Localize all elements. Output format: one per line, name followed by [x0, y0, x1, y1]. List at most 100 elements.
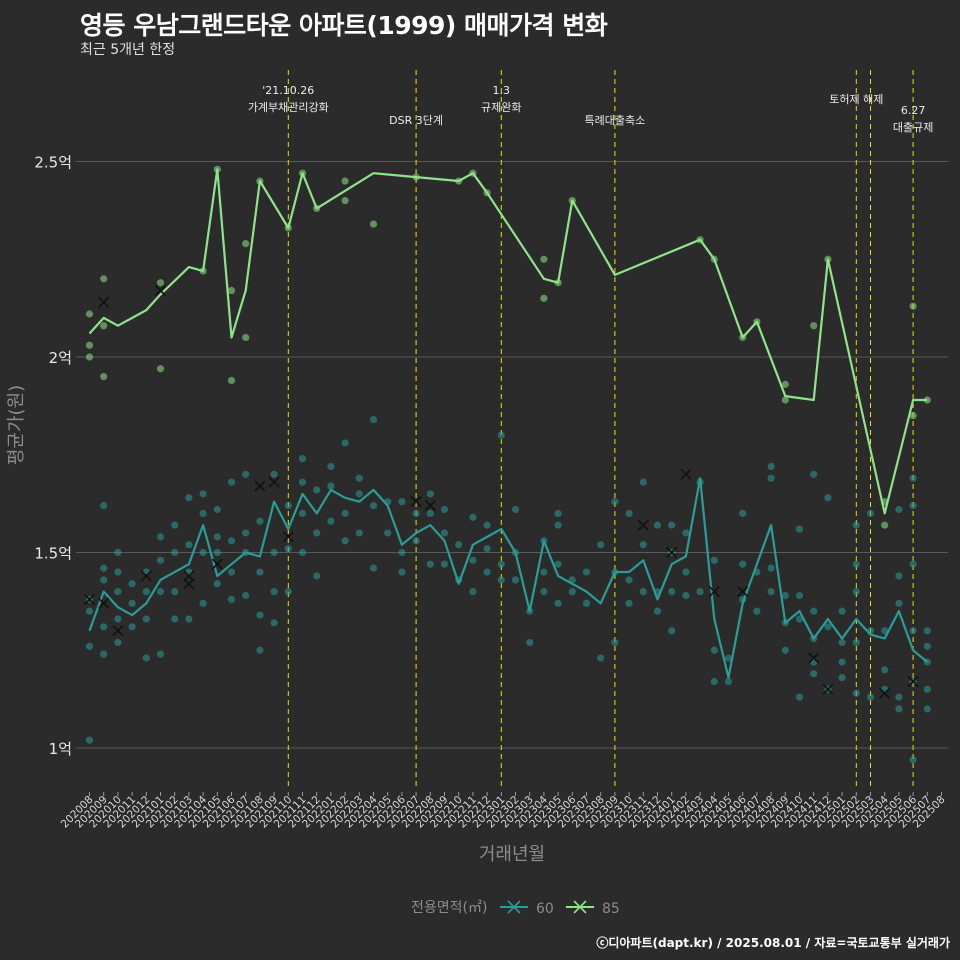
- data-point-60: [739, 509, 747, 517]
- data-point-60: [426, 560, 434, 568]
- data-point-85: [85, 341, 94, 349]
- data-point-60: [213, 548, 221, 557]
- average-lines: [88, 168, 928, 679]
- event-label: 1.3: [493, 84, 511, 97]
- event-label: 가계부채관리강화: [248, 101, 329, 114]
- data-point-60: [100, 623, 108, 631]
- data-point-60: [426, 490, 434, 498]
- data-point-60: [852, 521, 860, 529]
- data-point-85: [100, 372, 108, 381]
- data-point-60: [582, 568, 591, 576]
- data-point-60: [909, 627, 917, 635]
- data-point-60: [852, 588, 860, 596]
- data-point-60: [369, 564, 378, 572]
- data-point-60: [866, 693, 875, 701]
- cancelled-marker-60: [680, 468, 692, 480]
- data-point-60: [440, 505, 449, 514]
- data-point-60: [767, 462, 775, 471]
- y-tick-label: 2억: [49, 349, 72, 367]
- event-label: '21.10.26: [262, 84, 314, 97]
- data-point-60: [156, 588, 165, 596]
- data-point-60: [171, 615, 179, 623]
- data-point-60: [227, 537, 236, 545]
- data-point-60: [795, 525, 804, 533]
- cancelled-marker-60: [822, 683, 834, 695]
- data-point-60: [114, 568, 122, 576]
- data-point-60: [639, 478, 647, 486]
- data-point-60: [895, 599, 903, 607]
- event-label: 대출규제: [893, 121, 933, 134]
- data-point-85: [156, 279, 165, 287]
- cancelled-marker-60: [666, 546, 678, 559]
- data-point-60: [270, 588, 278, 596]
- data-point-60: [653, 521, 662, 529]
- data-point-60: [540, 588, 548, 596]
- legend-key-marker-85: [573, 900, 587, 914]
- data-point-60: [483, 544, 491, 553]
- data-point-60: [824, 623, 832, 631]
- data-point-60: [554, 509, 562, 517]
- y-tick-label: 1.5억: [34, 545, 72, 563]
- legend: 전용면적(㎡) 60 85: [411, 900, 620, 917]
- data-point-85: [341, 177, 349, 185]
- data-point-60: [156, 533, 165, 541]
- data-point-60: [696, 588, 704, 596]
- data-point-60: [923, 627, 931, 635]
- data-point-85: [242, 240, 250, 248]
- chart-subtitle: 최근 5개년 한정: [80, 42, 176, 58]
- data-point-60: [355, 474, 363, 482]
- data-point-85: [242, 333, 250, 342]
- data-point-60: [582, 599, 591, 607]
- data-point-60: [313, 572, 321, 580]
- data-point-60: [327, 462, 335, 471]
- data-point-60: [739, 560, 747, 568]
- data-point-85: [85, 310, 94, 318]
- data-point-60: [298, 548, 307, 557]
- data-point-85: [781, 380, 789, 388]
- legend-title: 전용면적(㎡): [411, 900, 487, 916]
- event-label: 6.27: [901, 104, 926, 117]
- data-point-60: [412, 509, 420, 517]
- data-point-60: [554, 560, 562, 568]
- chart-title: 영등 우남그랜드타운 아파트(1999) 매매가격 변화: [80, 11, 608, 40]
- cancelled-marker-60: [98, 597, 110, 609]
- data-point-85: [341, 197, 349, 205]
- data-point-60: [668, 588, 676, 596]
- data-point-60: [156, 650, 165, 658]
- data-point-60: [284, 588, 292, 596]
- data-point-60: [781, 646, 789, 654]
- data-point-60: [142, 654, 150, 662]
- data-point-60: [128, 623, 136, 631]
- data-point-60: [114, 615, 122, 623]
- data-point-60: [142, 588, 150, 596]
- data-point-60: [199, 599, 207, 607]
- data-point-60: [242, 529, 250, 537]
- source-footer: ⓒ디아파트(dapt.kr) / 2025.08.01 / 자료=국토교통부 실…: [596, 936, 950, 950]
- cancelled-marker-60: [637, 519, 649, 531]
- data-point-60: [625, 576, 633, 584]
- data-point-60: [810, 670, 818, 678]
- data-point-85: [369, 220, 378, 228]
- data-point-60: [242, 591, 250, 600]
- data-point-60: [483, 568, 491, 576]
- data-point-60: [227, 478, 236, 486]
- data-point-60: [852, 560, 860, 568]
- data-point-60: [242, 470, 250, 478]
- data-point-60: [909, 474, 917, 482]
- cancelled-marker-60: [424, 500, 436, 512]
- data-point-60: [838, 674, 846, 682]
- legend-key-marker-60: [507, 900, 521, 914]
- data-point-60: [497, 560, 505, 568]
- data-point-60: [511, 505, 520, 514]
- data-point-60: [171, 588, 179, 596]
- data-point-60: [625, 509, 633, 517]
- data-point-60: [369, 501, 378, 510]
- data-point-60: [114, 548, 122, 557]
- data-point-85: [227, 376, 236, 385]
- data-point-60: [185, 494, 193, 502]
- data-point-60: [128, 599, 136, 607]
- data-point-60: [767, 474, 775, 482]
- data-point-60: [256, 611, 264, 619]
